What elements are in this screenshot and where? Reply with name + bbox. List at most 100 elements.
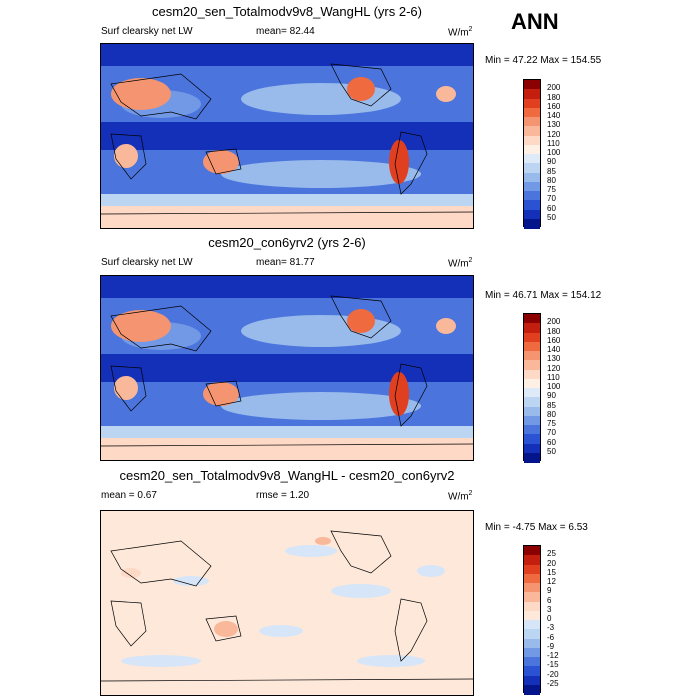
panel2-colorbar-label: 120 [547, 363, 561, 373]
panel2-minmax: Min = 46.71 Max = 154.12 [485, 290, 602, 301]
panel1-colorbar-swatch [524, 89, 540, 99]
panel3-colorbar-swatch [524, 555, 540, 565]
panel3-map-svg [101, 511, 473, 695]
panel3-title: cesm20_sen_Totalmodv9v8_WangHL - cesm20_… [119, 468, 455, 483]
panel1-colorbar-swatch [524, 200, 540, 210]
panel2-colorbar-box [523, 313, 541, 463]
panel2-colorbar-swatch [524, 443, 540, 454]
panel1-colorbar-label: 110 [547, 138, 560, 148]
panel3-colorbar-label: 0 [547, 614, 552, 623]
panel2-colorbar-label: 180 [547, 326, 561, 336]
panel1-colorbar-swatch [524, 209, 540, 220]
panel2-colorbar-swatch [524, 314, 540, 324]
panel2-mean-label: mean= [256, 257, 287, 268]
panel1-colorbar-swatch [524, 107, 540, 118]
panel1-colorbar-label: 70 [547, 194, 556, 204]
panel1-colorbar-box [523, 79, 541, 229]
panel2-colorbar: 200 180 160 140 130 120 110 100 90 85 80 75 70 60 50 [523, 313, 583, 463]
panel2-colorbar-swatch [524, 360, 540, 370]
panel2-colorbar-label: 160 [547, 335, 561, 345]
panel3-colorbar-swatch [524, 546, 540, 556]
panel2-colorbar-label: 110 [547, 372, 560, 382]
panel3-colorbar-swatch [524, 657, 540, 667]
panel2-colorbar-swatch [524, 397, 540, 407]
panel3-colorbar-label: -15 [547, 660, 559, 670]
panel3-colorbar: 25 20 15 12 9 6 3 0 -3 -6 -9 -12 -15 -20 -25 [523, 545, 583, 695]
panel3-colorbar-label: 15 [547, 567, 556, 577]
panel2-colorbar-label: 60 [547, 437, 556, 447]
panel1-units-sup: 2 [468, 26, 473, 33]
panel1-colorbar-label: 85 [547, 166, 556, 176]
panel1-mean-label: mean= [256, 26, 287, 37]
panel2-colorbar-swatch [524, 351, 540, 361]
panel3-colorbar-label: -25 [547, 678, 559, 688]
panel1-colorbar: 200 180 160 140 130 120 110 100 90 85 80 75 70 60 50 [523, 79, 583, 229]
panel1-colorbar-swatch [524, 181, 540, 192]
panel2-colorbar-swatch [524, 388, 540, 398]
panel2-colorbar-swatch [524, 425, 540, 435]
panel3-colorbar-label: -9 [547, 641, 555, 651]
panel2-colorbar-swatch [524, 452, 540, 463]
panel1-colorbar-label: 130 [547, 120, 561, 130]
panel1-colorbar-label: 160 [547, 101, 561, 111]
panel1-colorbar-swatch [524, 218, 540, 229]
panel1-map [100, 43, 474, 229]
panel1-colorbar-swatch [524, 172, 540, 183]
panel1-colorbar-swatch [524, 126, 540, 136]
panel1-colorbar-label: 120 [547, 129, 561, 139]
panel3-colorbar-swatch [524, 573, 540, 584]
panel1-colorbar-swatch [524, 98, 540, 109]
panel1-units-text: W/m [448, 27, 469, 39]
panel1-colorbar-swatch [524, 117, 540, 127]
panel3-colorbar-swatch [524, 675, 540, 686]
panel3-colorbar-swatch [524, 620, 540, 630]
panel2-colorbar-label: 80 [547, 409, 556, 419]
panel2-colorbar-swatch [524, 406, 540, 417]
panel3-colorbar-label: -6 [547, 632, 555, 642]
panel1-colorbar-label: 60 [547, 203, 556, 213]
panel2-colorbar-label: 100 [547, 382, 561, 391]
panel3-colorbar-box [523, 545, 541, 695]
panel3-colorbar-swatch [524, 638, 540, 649]
panel2-mean-value: 81.77 [289, 257, 315, 268]
panel3-colorbar-label: 3 [547, 604, 552, 614]
panel1-colorbar-swatch [524, 154, 540, 164]
panel3-colorbar-swatch [524, 647, 540, 658]
panel2-colorbar-swatch [524, 332, 540, 343]
panel1-title: cesm20_sen_Totalmodv9v8_WangHL (yrs 2-6) [152, 4, 422, 19]
panel2-units-text: W/m [448, 258, 469, 270]
panel3-colorbar-swatch [524, 592, 540, 602]
panel1-colorbar-label: 200 [547, 83, 561, 93]
panel2-colorbar-label: 75 [547, 419, 556, 428]
panel2-colorbar-label: 130 [547, 354, 561, 364]
panel1-mean-value: 82.44 [289, 26, 315, 37]
panel3-colorbar-swatch [524, 583, 540, 593]
panel1-colorbar-swatch [524, 135, 540, 146]
panel2-colorbar-label: 85 [547, 400, 556, 410]
panel2-map [100, 275, 474, 461]
panel3-colorbar-label: 12 [547, 577, 556, 586]
panel1-field-label: Surf clearsky net LW [101, 26, 193, 37]
panel3-rmse: rmse = 1.20 [256, 490, 310, 501]
panel2-colorbar-label: 140 [547, 345, 561, 354]
panel3-colorbar-label: 20 [547, 558, 556, 568]
panel1-colorbar-swatch [524, 144, 540, 155]
panel3-mean: mean = 0.67 [101, 490, 157, 501]
panel2-units-sup: 2 [468, 257, 473, 264]
panel3-colorbar-label: 6 [547, 595, 552, 605]
panel3-colorbar-swatch [524, 610, 540, 621]
panel1-colorbar-swatch [524, 163, 540, 173]
panel2-colorbar-label: 200 [547, 317, 561, 327]
panel2-colorbar-label: 50 [547, 446, 556, 456]
panel3-colorbar-label: 9 [547, 586, 552, 596]
panel3-colorbar-label: 25 [547, 549, 556, 559]
panel3-map [100, 510, 474, 696]
panel2-colorbar-swatch [524, 341, 540, 352]
panel1-colorbar-swatch [524, 191, 540, 201]
panel3-colorbar-label: -20 [547, 669, 559, 679]
panel2-mean: mean= 81.77 [256, 257, 315, 268]
panel1-colorbar-swatch [524, 80, 540, 90]
panel2-title: cesm20_con6yrv2 (yrs 2-6) [208, 235, 366, 250]
panel2-units: W/m2 [448, 257, 472, 269]
panel2-colorbar-label: 70 [547, 428, 556, 438]
